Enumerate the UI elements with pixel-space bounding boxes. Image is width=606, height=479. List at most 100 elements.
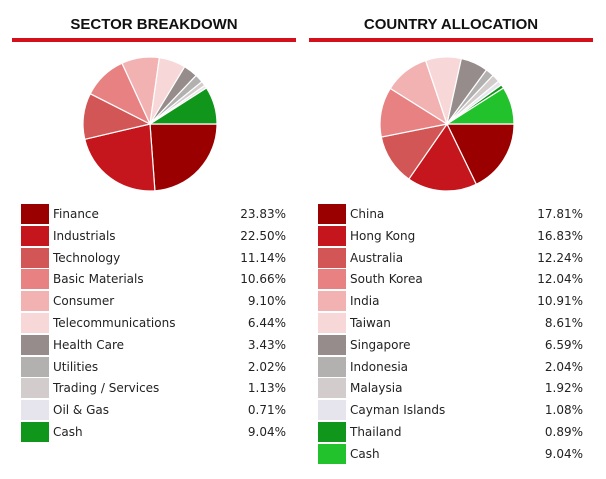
legend-row-trading-services: Trading / Services 1.13%	[20, 378, 288, 400]
legend-row-malaysia: Malaysia 1.92%	[317, 378, 585, 400]
legend-swatch-south-korea	[318, 269, 346, 290]
legend-label-trading-services: Trading / Services	[53, 381, 160, 396]
legend-swatch-hong-kong	[318, 225, 346, 246]
legend-row-singapore: Singapore 6.59%	[317, 334, 585, 357]
legend-value-australia: 12.24%	[537, 250, 583, 265]
sector-breakdown-title: SECTOR BREAKDOWN	[70, 16, 238, 33]
legend-value-telecommunications: 6.44%	[247, 315, 286, 330]
sector-legend: Finance 23.83% Industrials 22.50% Technology…	[20, 204, 288, 444]
legend-label-technology: Technology	[53, 250, 121, 265]
pie-slice-china	[446, 123, 515, 186]
pie-slice-finance	[149, 123, 218, 192]
legend-swatch-thailand	[318, 421, 346, 442]
legend-swatch-trading-services	[21, 378, 49, 399]
legend-row-finance: Finance 23.83%	[20, 204, 288, 226]
legend-row-telecommunications: Telecommunications 6.44%	[20, 312, 288, 335]
legend-label-cayman-islands: Cayman Islands	[350, 403, 446, 418]
legend-value-cash: 9.04%	[247, 424, 286, 439]
legend-swatch-malaysia	[318, 378, 346, 399]
legend-label-india: India	[350, 294, 380, 309]
country-allocation-title: COUNTRY ALLOCATION	[363, 16, 539, 33]
legend-value-china: 17.81%	[537, 207, 583, 221]
legend-swatch-cayman-islands	[318, 400, 346, 421]
legend-label-oil-gas: Oil & Gas	[53, 403, 110, 418]
legend-label-indonesia: Indonesia	[350, 359, 409, 374]
legend-swatch-oil-gas	[21, 400, 49, 421]
legend-label-australia: Australia	[350, 250, 404, 265]
legend-value-south-korea: 12.04%	[537, 272, 583, 287]
legend-value-basic-materials: 10.66%	[240, 272, 286, 287]
legend-row-china: China 17.81%	[317, 204, 585, 226]
sector-title-rule	[12, 38, 296, 42]
legend-label-telecommunications: Telecommunications	[53, 315, 176, 330]
legend-value-singapore: 6.59%	[544, 337, 583, 352]
legend-label-basic-materials: Basic Materials	[53, 272, 144, 287]
legend-row-cash: Cash 9.04%	[317, 443, 585, 466]
legend-row-cayman-islands: Cayman Islands 1.08%	[317, 400, 585, 422]
legend-row-utilities: Utilities 2.02%	[20, 356, 288, 379]
legend-label-south-korea: South Korea	[350, 272, 423, 287]
legend-label-health-care: Health Care	[53, 337, 125, 352]
legend-label-malaysia: Malaysia	[350, 381, 403, 396]
legend-row-technology: Technology 11.14%	[20, 247, 288, 270]
legend-label-cash: Cash	[350, 446, 380, 461]
legend-swatch-technology	[21, 247, 49, 268]
legend-swatch-basic-materials	[21, 269, 49, 290]
legend-swatch-china	[318, 204, 346, 224]
legend-row-taiwan: Taiwan 8.61%	[317, 312, 585, 335]
legend-row-australia: Australia 12.24%	[317, 247, 585, 270]
sector-breakdown-panel: SECTOR BREAKDOWN Finance 23.83% Industrial…	[12, 0, 296, 479]
pie-slice-hong-kong	[408, 122, 478, 192]
legend-swatch-cash	[318, 443, 346, 464]
legend-swatch-health-care	[21, 334, 49, 355]
legend-value-india: 10.91%	[537, 294, 583, 309]
legend-label-industrials: Industrials	[53, 228, 116, 243]
country-allocation-panel: COUNTRY ALLOCATION China 17.81% Hong Kong 1…	[309, 0, 593, 479]
legend-value-finance: 23.83%	[240, 207, 286, 221]
legend-swatch-india	[318, 291, 346, 312]
legend-swatch-finance	[21, 204, 49, 224]
legend-label-singapore: Singapore	[350, 337, 411, 352]
sector-pie-chart	[82, 56, 218, 192]
legend-label-cash: Cash	[53, 424, 83, 439]
country-legend: China 17.81% Hong Kong 16.83% Australia 12.24…	[317, 204, 585, 466]
legend-row-india: India 10.91%	[317, 291, 585, 313]
legend-value-cash: 9.04%	[544, 446, 583, 461]
legend-label-finance: Finance	[53, 207, 99, 221]
legend-swatch-industrials	[21, 225, 49, 246]
legend-row-oil-gas: Oil & Gas 0.71%	[20, 400, 288, 422]
legend-row-health-care: Health Care 3.43%	[20, 334, 288, 357]
legend-swatch-cash	[21, 421, 49, 442]
legend-swatch-telecommunications	[21, 312, 49, 333]
legend-swatch-indonesia	[318, 356, 346, 377]
legend-label-thailand: Thailand	[350, 424, 402, 439]
legend-value-trading-services: 1.13%	[247, 381, 286, 396]
country-pie-chart	[379, 56, 515, 192]
legend-row-basic-materials: Basic Materials 10.66%	[20, 269, 288, 291]
legend-value-hong-kong: 16.83%	[537, 228, 583, 243]
legend-swatch-utilities	[21, 356, 49, 377]
legend-swatch-consumer	[21, 291, 49, 312]
legend-row-consumer: Consumer 9.10%	[20, 291, 288, 313]
legend-label-consumer: Consumer	[53, 294, 115, 309]
legend-row-cash: Cash 9.04%	[20, 421, 288, 444]
legend-value-oil-gas: 0.71%	[247, 403, 286, 418]
legend-value-taiwan: 8.61%	[544, 315, 583, 330]
legend-value-consumer: 9.10%	[247, 294, 286, 309]
legend-label-hong-kong: Hong Kong	[350, 228, 416, 243]
legend-swatch-taiwan	[318, 312, 346, 333]
pie-slice-cash	[147, 87, 218, 125]
legend-swatch-singapore	[318, 334, 346, 355]
legend-value-technology: 11.14%	[240, 250, 286, 265]
pie-slice-cash	[444, 87, 515, 125]
legend-row-hong-kong: Hong Kong 16.83%	[317, 225, 585, 248]
legend-label-china: China	[350, 207, 385, 221]
legend-value-malaysia: 1.92%	[544, 381, 583, 396]
legend-row-indonesia: Indonesia 2.04%	[317, 356, 585, 379]
legend-row-industrials: Industrials 22.50%	[20, 225, 288, 248]
legend-value-cayman-islands: 1.08%	[544, 403, 583, 418]
legend-row-thailand: Thailand 0.89%	[317, 421, 585, 444]
legend-label-taiwan: Taiwan	[350, 315, 391, 330]
pie-slice-industrials	[84, 123, 156, 192]
legend-swatch-australia	[318, 247, 346, 268]
